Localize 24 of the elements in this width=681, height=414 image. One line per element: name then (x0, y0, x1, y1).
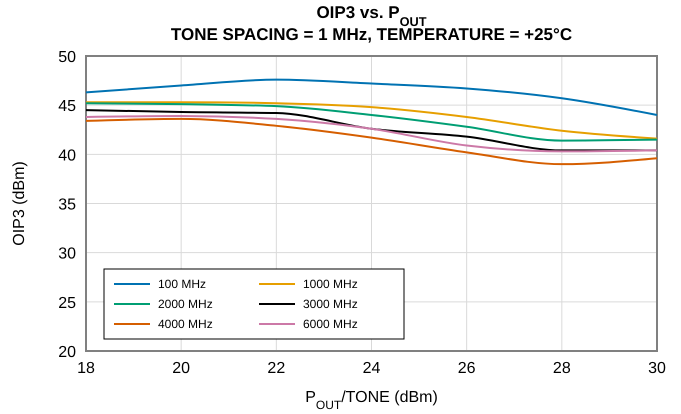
x-tick-label: 26 (458, 360, 476, 377)
x-tick-label: 22 (267, 360, 286, 377)
legend-label: 6000 MHz (303, 317, 358, 331)
y-tick-label: 30 (58, 246, 76, 263)
x-tick-label: 30 (648, 360, 666, 377)
y-tick-label: 35 (58, 196, 76, 214)
x-tick-label: 24 (362, 360, 380, 377)
x-tick-label: 18 (77, 360, 95, 377)
y-tick-label: 25 (58, 294, 76, 312)
y-tick-label: 20 (58, 344, 76, 361)
y-tick-label: 45 (58, 98, 76, 116)
y-tick-label: 40 (58, 147, 76, 164)
x-axis-title: P$_{OUT}$/TONE (dBm) (305, 389, 438, 412)
legend-label: 3000 MHz (303, 297, 358, 311)
line-series (85, 78, 658, 116)
x-tick-label: 28 (552, 360, 571, 377)
y-tick-label: 50 (58, 49, 76, 66)
line-series (85, 118, 658, 166)
legend-label: 4000 MHz (158, 317, 213, 331)
x-tick-label: 20 (172, 360, 190, 377)
legend-label: 100 MHz (158, 277, 206, 291)
legend-label: 1000 MHz (303, 277, 358, 291)
y-axis-title: OIP3 (dBm) (11, 161, 28, 246)
legend-label: 2000 MHz (158, 297, 213, 311)
